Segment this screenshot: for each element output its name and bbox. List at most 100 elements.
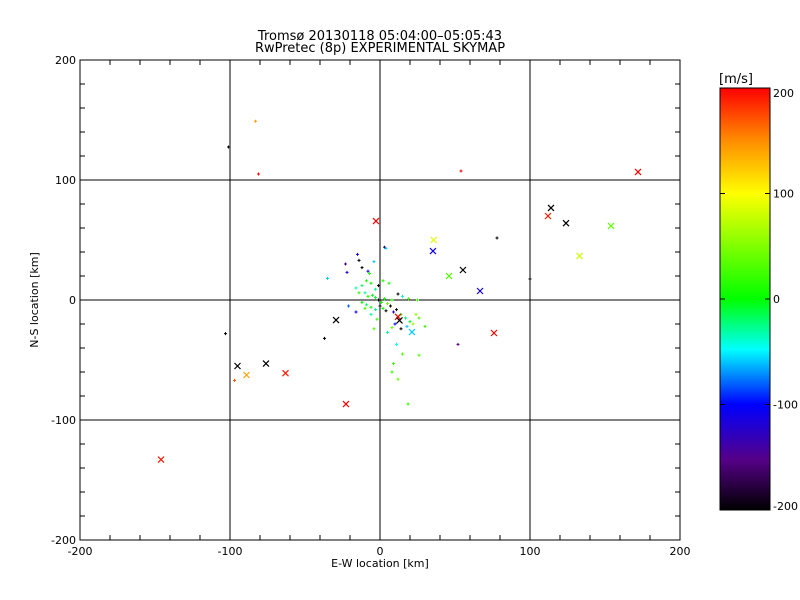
data-point bbox=[389, 304, 392, 308]
cross-marker-stroke bbox=[562, 219, 570, 227]
x-tick-label: 100 bbox=[520, 545, 541, 558]
cross-marker bbox=[372, 217, 380, 225]
data-point bbox=[344, 262, 347, 266]
chart-title: Tromsø 20130118 05:04:00–05:05:43 bbox=[257, 29, 502, 44]
data-point bbox=[404, 316, 407, 320]
cross-marker-stroke bbox=[157, 456, 165, 464]
data-point bbox=[393, 322, 397, 326]
data-point bbox=[369, 281, 373, 285]
x-tick-label: 0 bbox=[377, 545, 384, 558]
data-point bbox=[369, 312, 373, 316]
data-point bbox=[372, 260, 376, 264]
data-point bbox=[365, 279, 368, 283]
data-point bbox=[378, 304, 382, 308]
cross-marker bbox=[342, 400, 350, 408]
cross-marker bbox=[445, 272, 453, 280]
chart-subtitle: RwPretec (8p) EXPERIMENTAL SKYMAP bbox=[255, 41, 505, 56]
data-point bbox=[390, 326, 394, 330]
data-point bbox=[374, 287, 377, 291]
data-point bbox=[495, 236, 499, 240]
cross-marker-stroke bbox=[394, 313, 402, 321]
colorbar-tick-label: 0 bbox=[773, 293, 780, 306]
data-point bbox=[356, 252, 359, 256]
data-point bbox=[459, 169, 463, 173]
y-tick-label: 0 bbox=[69, 294, 76, 307]
cross-marker bbox=[234, 362, 241, 370]
data-point bbox=[396, 377, 400, 381]
x-tick-label: -100 bbox=[218, 545, 243, 558]
x-tick-label: 200 bbox=[670, 545, 691, 558]
cross-marker bbox=[544, 212, 552, 220]
cross-marker bbox=[396, 316, 403, 324]
data-point bbox=[365, 303, 368, 307]
cross-marker bbox=[282, 369, 289, 377]
cross-marker bbox=[394, 313, 402, 321]
cross-marker bbox=[490, 329, 498, 337]
cross-marker-stroke bbox=[396, 316, 403, 324]
data-point bbox=[396, 292, 400, 296]
data-point bbox=[363, 291, 367, 295]
data-point bbox=[354, 310, 358, 314]
data-point bbox=[371, 293, 374, 297]
cross-marker-stroke bbox=[607, 222, 615, 230]
cross-marker bbox=[243, 371, 250, 379]
colorbar-label: [m/s] bbox=[719, 72, 753, 87]
cross-marker-stroke bbox=[243, 371, 250, 379]
data-point bbox=[224, 332, 227, 336]
data-point bbox=[254, 119, 257, 123]
data-point bbox=[347, 304, 350, 308]
colorbar bbox=[719, 87, 771, 511]
cross-marker bbox=[430, 236, 438, 244]
cross-marker bbox=[607, 222, 615, 230]
cross-marker bbox=[262, 360, 270, 368]
data-point bbox=[233, 378, 236, 382]
cross-marker bbox=[476, 287, 484, 295]
data-point bbox=[366, 294, 370, 298]
y-tick-label: -100 bbox=[51, 414, 76, 427]
data-point bbox=[372, 327, 376, 331]
data-point bbox=[417, 316, 421, 320]
cross-marker-stroke bbox=[372, 217, 380, 225]
cross-marker-stroke bbox=[490, 329, 498, 337]
cross-marker bbox=[332, 316, 340, 324]
data-point bbox=[345, 270, 349, 274]
cross-marker-stroke bbox=[234, 362, 241, 370]
data-point bbox=[405, 324, 409, 328]
data-point bbox=[374, 296, 377, 300]
cross-marker-stroke bbox=[476, 287, 484, 295]
cross-marker-stroke bbox=[408, 328, 416, 336]
colorbar-ticks: 200 100 0 -100 -200 bbox=[720, 87, 798, 513]
data-point bbox=[401, 352, 404, 356]
axis-ticks: -200 -100 0 100 200 -200 -100 0 100 200 bbox=[51, 54, 690, 558]
cross-marker-stroke bbox=[544, 212, 552, 220]
cross-marker bbox=[562, 219, 570, 227]
data-point bbox=[399, 327, 403, 331]
data-point bbox=[257, 172, 260, 176]
data-point bbox=[368, 272, 371, 276]
data-point bbox=[386, 330, 389, 334]
cross-marker bbox=[408, 328, 416, 336]
cross-marker-stroke bbox=[332, 316, 340, 324]
data-point bbox=[360, 284, 364, 288]
cross-marker-stroke bbox=[459, 266, 467, 274]
data-point bbox=[374, 308, 377, 312]
data-point bbox=[375, 317, 379, 321]
cross-marker bbox=[547, 204, 555, 212]
data-point bbox=[390, 298, 394, 302]
x-axis-label: E-W location [km] bbox=[331, 557, 429, 570]
cross-marker bbox=[634, 168, 642, 176]
data-point bbox=[360, 300, 364, 304]
data-point bbox=[380, 300, 383, 304]
data-point bbox=[369, 305, 373, 309]
colorbar-tick-label: 100 bbox=[773, 188, 794, 201]
cross-marker-stroke bbox=[342, 400, 350, 408]
colorbar-tick-label: 200 bbox=[773, 87, 794, 100]
data-point bbox=[416, 298, 419, 302]
data-point bbox=[357, 258, 361, 262]
data-point bbox=[390, 370, 394, 374]
data-point bbox=[227, 145, 230, 149]
data-point bbox=[381, 306, 385, 310]
cross-marker-stroke bbox=[429, 247, 437, 255]
cross-marker-stroke bbox=[634, 168, 642, 176]
cross-marker bbox=[429, 247, 437, 255]
